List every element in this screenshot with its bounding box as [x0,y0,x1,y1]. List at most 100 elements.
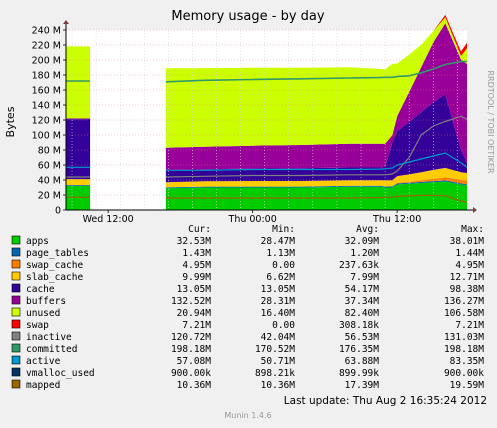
area-buffers-1 [66,118,91,120]
legend-cur-value: 32.53M [177,236,212,247]
legend-name: vmalloc_used [26,368,95,379]
legend-min-value: 50.71M [261,356,296,367]
x-axis-arrow [473,207,477,213]
x-tick-label: Thu 00:00 [228,214,277,225]
line-mapped-2 [165,194,468,203]
area-swap-cache-2 [165,177,467,188]
y-tick-label: 60 M [38,161,61,172]
legend-swatch [11,343,21,353]
legend-swatch [11,259,21,269]
legend-swatch [11,247,21,257]
legend-avg-value: 82.40M [345,308,380,319]
legend-max-value: 4.95M [455,260,484,271]
legend-cur-value: 57.08M [177,356,212,367]
y-tick-label: 0 [55,206,61,217]
legend-name: inactive [26,332,72,343]
legend-name: swap_cache [26,260,83,271]
legend-avg-value: 37.34M [345,296,380,307]
legend-max-value: 38.01M [450,236,485,247]
legend-name: page_tables [26,248,89,259]
legend-min-value: 898.21k [255,368,295,379]
y-axis-label: Bytes [4,106,17,137]
legend-min-value: 28.31M [261,296,296,307]
area-cache-1 [66,119,91,180]
legend-name: swap [26,320,49,331]
legend-name: unused [26,308,60,319]
legend-avg-value: 899.99k [339,368,379,379]
legend-max-value: 136.27M [444,296,484,307]
legend-max-value: 1.44M [455,248,484,259]
legend-min-value: 170.52M [255,344,295,355]
legend-swatch [11,319,21,329]
munin-version-footer: Munin 1.4.6 [224,411,271,420]
legend-min-value: 1.13M [266,248,295,259]
legend-swatch [11,379,21,389]
legend-row: unused 20.94M 16.40M 82.40M 106.58M [11,307,484,319]
legend-row: cache 13.05M 13.05M 54.17M 98.38M [11,283,484,295]
legend-row: buffers 132.52M 28.31M 37.34M 136.27M [11,295,484,307]
legend-row: inactive 120.72M 42.04M 56.53M 131.03M [11,331,484,343]
legend-avg-value: 17.39M [345,380,380,391]
legend-cur-value: 900.00k [171,368,211,379]
legend-cur-value: 4.95M [182,260,211,271]
legend-cur-value: 120.72M [171,332,211,343]
area-slab-cache-2 [165,167,467,188]
line-committed-2 [165,60,467,83]
area-page-tables-1 [66,185,91,186]
line-active-2 [165,152,468,171]
x-tick-label: Wed 12:00 [83,214,134,225]
y-tick-label: 100 M [32,131,61,142]
legend-header-min: Min: [272,224,295,235]
y-tick-label: 40 M [38,176,61,187]
legend-max-value: 7.21M [455,320,484,331]
legend-name: active [26,356,61,367]
legend-min-value: 16.40M [261,308,296,319]
legend-cur-value: 9.99M [182,272,211,283]
area-unused-1 [66,46,91,119]
legend-max-value: 19.59M [450,380,485,391]
legend-swatch [11,271,21,281]
legend-max-value: 106.58M [444,308,484,319]
legend-cur-value: 20.94M [177,308,212,319]
legend-min-value: 0.00 [272,260,295,271]
legend-row: mapped 10.36M 10.36M 17.39M 19.59M [11,379,485,391]
legend-swatch [11,283,21,293]
legend-max-value: 83.35M [450,356,485,367]
area-buffers-2 [165,23,467,171]
legend-avg-value: 63.88M [345,356,380,367]
legend-header-cur: Cur: [188,224,211,235]
area-unused-2 [165,17,467,148]
legend-cur-value: 198.18M [171,344,211,355]
legend-header-max: Max: [461,224,484,235]
legend-min-value: 0.00 [272,320,295,331]
legend-header-avg: Avg: [356,224,379,235]
legend-row: swap_cache 4.95M 0.00 237.63k 4.95M [11,259,484,271]
legend-name: apps [26,236,49,247]
x-tick-label: Thu 12:00 [372,214,421,225]
legend-name: buffers [26,296,66,307]
legend-row: page_tables 1.43M 1.13M 1.20M 1.44M [11,247,484,259]
legend-avg-value: 32.09M [345,236,380,247]
y-tick-label: 80 M [38,146,61,157]
legend-name: cache [26,284,55,295]
legend-avg-value: 54.17M [345,284,380,295]
last-update-text: Last update: Thu Aug 2 16:35:24 2012 [284,395,487,407]
legend-avg-value: 237.63k [339,260,379,271]
legend-max-value: 198.18M [444,344,484,355]
legend-max-value: 900.00k [444,368,484,379]
legend-min-value: 6.62M [266,272,295,283]
legend-swatch [11,295,21,305]
legend-avg-value: 176.35M [339,344,379,355]
legend-row: slab_cache 9.99M 6.62M 7.99M 12.71M [11,271,484,283]
y-tick-label: 240 M [32,26,61,37]
y-tick-label: 20 M [38,191,61,202]
legend-cur-value: 10.36M [177,380,212,391]
y-tick-label: 160 M [32,86,61,97]
legend-avg-value: 56.53M [345,332,380,343]
legend-swatch [11,331,21,341]
legend-name: committed [26,344,77,355]
y-tick-label: 120 M [32,116,61,127]
legend-avg-value: 308.18k [339,320,379,331]
